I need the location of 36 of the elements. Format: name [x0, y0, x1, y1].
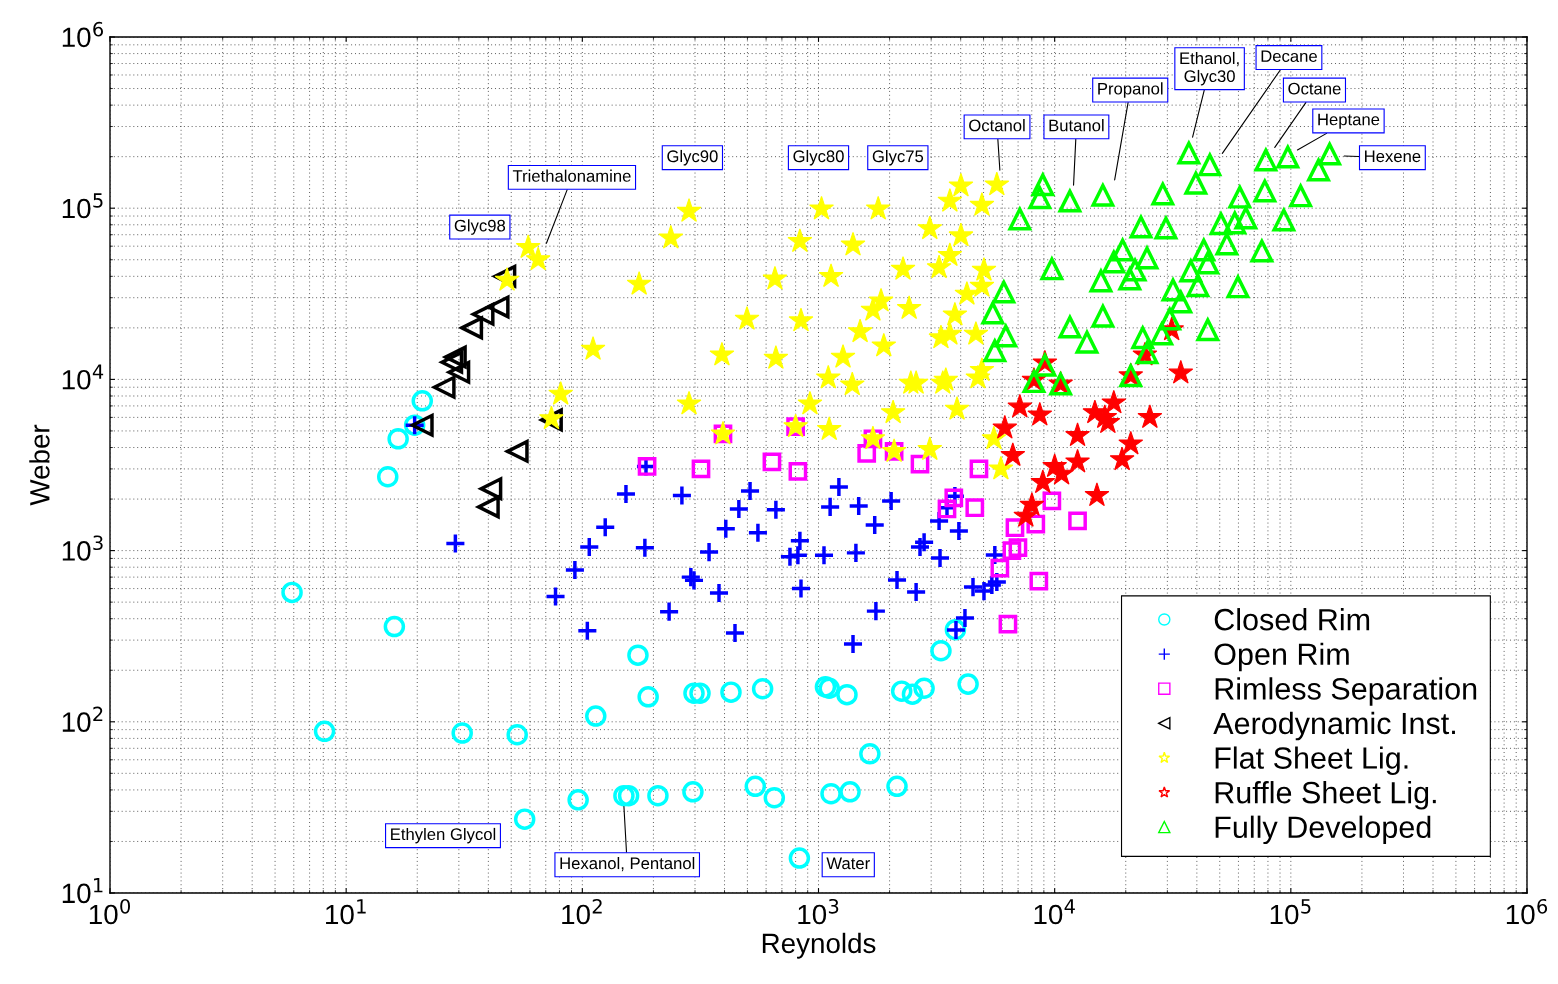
y-axis-title: Weber: [29, 424, 50, 506]
legend-label: Flat Sheet Lig.: [1215, 746, 1408, 775]
x-tick-label: 10$^{1}$: [326, 899, 366, 925]
annotation: Decane: [1261, 50, 1317, 63]
legend-label: Fully Developed: [1215, 815, 1431, 845]
annotation: Triethalonamine: [512, 169, 631, 182]
x-axis-title: Reynolds: [762, 932, 876, 959]
annotation: Glyc75: [872, 149, 924, 166]
annotation: Glyc98: [454, 219, 506, 235]
annotation: Heptane: [1318, 113, 1380, 129]
annotation: Glyc80: [793, 149, 844, 166]
annotation: Ethanol, Glyc30: [1180, 51, 1239, 86]
x-tick-label: 10$^{3}$: [798, 898, 839, 925]
y-tick-label: 10$^{5}$: [62, 193, 103, 219]
x-tick-label: 10$^{2}$: [562, 898, 602, 925]
x-tick-label: 10$^{4}$: [1034, 899, 1075, 925]
legend-label: Open Rim: [1214, 642, 1349, 672]
annotation: Hexanol, Pentanol: [560, 856, 695, 872]
y-tick-label: 10$^{4}$: [62, 364, 104, 390]
x-tick-label: 10$^{5}$: [1270, 899, 1311, 925]
y-tick-label: 10$^{3}$: [62, 535, 103, 561]
y-tick-label: 10$^{2}$: [62, 706, 103, 732]
legend-label: Aerodynamic Inst.: [1213, 711, 1455, 741]
x-tick-label: 10$^{6}$: [1506, 898, 1548, 925]
annotation: Glyc90: [667, 149, 718, 166]
legend-label: Ruffle Sheet Lig.: [1215, 781, 1436, 810]
annotation: Propanol: [1098, 82, 1163, 98]
legend-label: Closed Rim: [1214, 608, 1370, 631]
annotation: Ethylen Glycol: [391, 827, 496, 844]
y-tick-label: 10$^{6}$: [62, 21, 103, 48]
annotation: Hexene: [1365, 150, 1421, 163]
annotation: Butanol: [1049, 119, 1104, 132]
annotation: Water: [826, 857, 870, 870]
annotation: Octane: [1288, 82, 1341, 95]
annotation: Octanol: [969, 119, 1025, 132]
legend-label: Rimless Separation: [1215, 677, 1477, 706]
